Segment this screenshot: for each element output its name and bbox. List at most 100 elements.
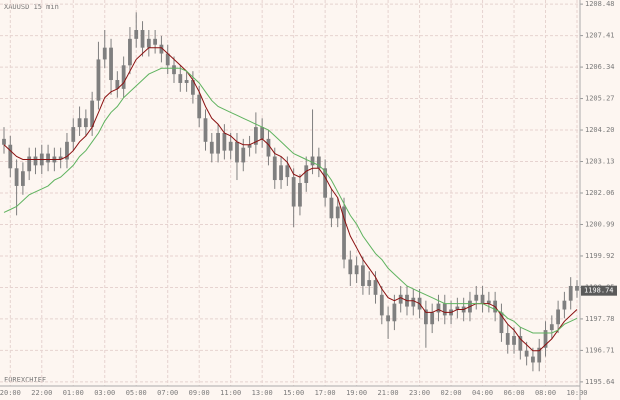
candle-body xyxy=(379,294,384,316)
x-tick-label: 23:00 xyxy=(409,389,430,397)
candle-body xyxy=(354,265,359,275)
candle-body xyxy=(128,38,132,66)
candle-body xyxy=(291,177,296,207)
candle-body xyxy=(423,309,428,325)
candle-body xyxy=(121,65,126,89)
candle-body xyxy=(329,197,334,219)
candle-body xyxy=(77,118,82,128)
y-tick-label: 1195.64 xyxy=(585,378,615,386)
candle-body xyxy=(304,165,309,183)
candle-body xyxy=(90,100,95,128)
x-tick-label: 11:00 xyxy=(220,389,241,397)
candle-body xyxy=(71,127,76,142)
x-tick-label: 21:00 xyxy=(378,389,399,397)
candle-body xyxy=(436,303,441,313)
x-tick-label: 02:00 xyxy=(441,389,462,397)
candle-body xyxy=(518,335,523,351)
candle-body xyxy=(159,44,164,54)
candle-body xyxy=(247,144,252,148)
candle-body xyxy=(146,38,151,48)
candle-body xyxy=(323,168,328,198)
candle-body xyxy=(272,156,277,181)
candle-body xyxy=(298,182,302,207)
candle-body xyxy=(253,127,258,145)
candle-body xyxy=(153,38,158,45)
candle-body xyxy=(430,312,435,325)
candle-body xyxy=(235,141,239,163)
candle-body xyxy=(386,315,390,322)
candle-body xyxy=(279,165,283,181)
candle-body xyxy=(537,347,542,363)
candle-body xyxy=(8,144,13,169)
y-tick-label: 1206.34 xyxy=(585,63,615,71)
candle-body xyxy=(367,280,372,286)
candle-body xyxy=(21,171,25,186)
candle-body xyxy=(191,80,195,95)
candle-body xyxy=(203,118,208,142)
x-tick-label: 19:00 xyxy=(346,389,367,397)
candle-body xyxy=(531,356,535,363)
candle-body xyxy=(14,168,19,186)
y-tick-label: 1204.20 xyxy=(585,126,615,134)
y-tick-label: 1207.41 xyxy=(585,32,615,40)
candle-body xyxy=(361,265,365,286)
candle-body xyxy=(285,165,290,178)
candle-body xyxy=(140,30,145,48)
candle-body xyxy=(335,206,340,219)
price-tag-label: 1198.74 xyxy=(584,287,614,295)
candle-body xyxy=(474,294,479,301)
candle-body xyxy=(392,303,397,322)
candle-body xyxy=(46,153,50,163)
candle-body xyxy=(102,47,107,60)
candle-body xyxy=(373,280,378,295)
candle-body xyxy=(398,294,403,304)
x-tick-label: 03:00 xyxy=(94,389,115,397)
candle-body xyxy=(310,156,315,166)
y-tick-label: 1202.06 xyxy=(585,189,615,197)
candle-body xyxy=(316,156,321,169)
candle-body xyxy=(165,53,170,66)
candle-body xyxy=(58,156,63,160)
candle-body xyxy=(505,333,510,345)
candle-body xyxy=(411,297,416,307)
x-tick-label: 20:00 xyxy=(0,389,21,397)
x-tick-label: 07:00 xyxy=(157,389,178,397)
candle-body xyxy=(83,118,88,128)
candle-body xyxy=(27,156,32,172)
candle-body xyxy=(575,285,579,291)
candle-body xyxy=(2,138,6,145)
moving-average-line xyxy=(3,67,578,334)
candle-body xyxy=(33,156,38,166)
candle-body xyxy=(342,206,346,260)
chart-title: XAUUSD 15 min xyxy=(4,3,59,11)
x-tick-label: 10:00 xyxy=(566,389,587,397)
candle-body xyxy=(524,350,529,357)
candle-body xyxy=(96,59,101,101)
candle-body xyxy=(266,138,271,157)
y-tick-label: 1197.78 xyxy=(585,315,615,323)
candle-body xyxy=(178,74,183,83)
candle-body xyxy=(562,300,567,310)
x-tick-label: 06:00 xyxy=(503,389,524,397)
candle-body xyxy=(222,132,227,151)
candle-body xyxy=(184,80,189,83)
y-tick-label: 1208.48 xyxy=(585,0,615,8)
candle-body xyxy=(209,141,214,154)
candle-body xyxy=(499,312,504,334)
candle-body xyxy=(512,335,516,345)
candle-body xyxy=(543,330,548,348)
candle-body xyxy=(486,300,491,304)
candle-body xyxy=(197,94,202,119)
candle-body xyxy=(134,30,139,39)
x-tick-label: 17:00 xyxy=(315,389,336,397)
candle-body xyxy=(65,141,69,160)
candle-body xyxy=(455,306,460,310)
candle-body xyxy=(216,132,220,154)
candle-body xyxy=(260,127,265,139)
candle-body xyxy=(228,141,233,151)
x-tick-label: 09:00 xyxy=(189,389,210,397)
y-tick-label: 1200.99 xyxy=(585,220,615,228)
watermark: FOREXCHIEF xyxy=(4,376,46,384)
